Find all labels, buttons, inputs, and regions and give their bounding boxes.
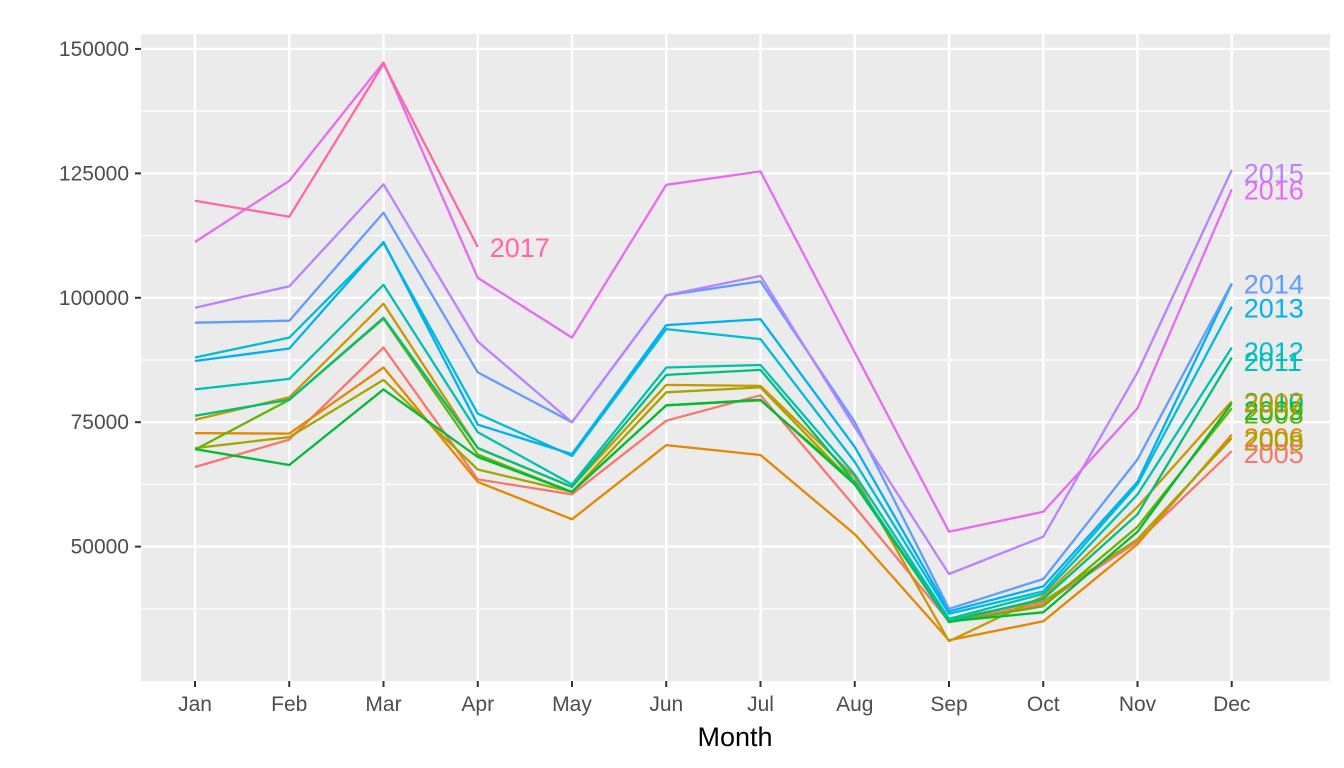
x-tick-label: Oct — [1027, 693, 1060, 716]
y-tick-label: 75000 — [71, 411, 129, 434]
x-axis: Jan Feb Mar Apr May Jun Jul Aug Sep Oct Nov Dec — [178, 681, 1250, 716]
x-tick-label: Dec — [1213, 693, 1250, 716]
series-line-2017 — [194, 61, 1233, 533]
series-label-2010: 2010 — [1244, 387, 1304, 417]
series-label-2017: 2017 — [490, 233, 550, 263]
series-line-2018 — [194, 62, 479, 248]
x-tick-label: Jul — [747, 693, 774, 716]
series-line-2014 — [194, 240, 1233, 613]
series-label-2007: 2007 — [1244, 388, 1304, 418]
x-tick-label: Aug — [836, 693, 873, 716]
x-tick-label: Nov — [1119, 693, 1157, 716]
series-line-2012 — [194, 283, 1233, 620]
series-label-2014: 2014 — [1244, 269, 1304, 299]
y-tick-label: 100000 — [59, 287, 129, 310]
x-axis-title: Month — [697, 722, 772, 752]
x-tick-label: Apr — [461, 693, 494, 716]
x-tick-label: Jun — [649, 693, 683, 716]
series-line-2015 — [194, 211, 1233, 610]
series-line-2011 — [194, 316, 1233, 623]
grid-lines — [141, 34, 1330, 681]
y-tick-label: 125000 — [59, 162, 129, 185]
series-label-2008: 2008 — [1244, 427, 1304, 457]
x-tick-label: Sep — [930, 693, 967, 716]
series-line-2016 — [194, 169, 1233, 576]
series-label-2012: 2012 — [1244, 337, 1304, 367]
series-label-2016: 2016 — [1244, 175, 1304, 205]
series-line-2007 — [194, 302, 1233, 643]
y-tick-label: 50000 — [71, 536, 129, 559]
series-line-2010 — [194, 388, 1233, 623]
series-label-2013: 2013 — [1244, 294, 1304, 324]
series-label-2015: 2015 — [1244, 158, 1304, 188]
series-label-2005: 2005 — [1244, 439, 1304, 469]
y-tick-label: 150000 — [59, 38, 129, 61]
plot-panel — [141, 34, 1330, 681]
series-label-2008: 2008 — [1244, 400, 1304, 430]
y-axis: 50000 75000 100000 125000 150000 — [59, 38, 141, 559]
series-line-2008 — [194, 378, 1233, 620]
x-tick-label: Feb — [271, 693, 307, 716]
series-lines — [194, 61, 1233, 643]
series-label-2011: 2011 — [1244, 347, 1302, 377]
series-label-2006: 2006 — [1244, 423, 1304, 453]
x-tick-label: Jan — [178, 693, 212, 716]
x-tick-label: Mar — [365, 693, 401, 716]
series-line-2006 — [194, 366, 1233, 642]
x-tick-label: May — [552, 693, 592, 716]
series-label-2009: 2009 — [1244, 396, 1304, 426]
